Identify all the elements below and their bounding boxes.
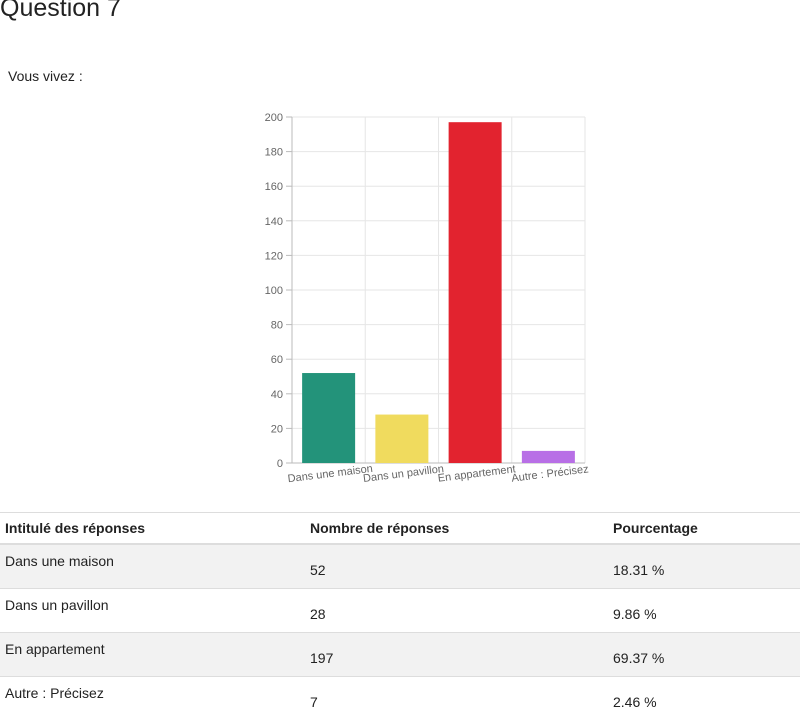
y-tick-label: 100 <box>265 285 283 297</box>
results-table: Intitulé des réponses Nombre de réponses… <box>0 512 800 720</box>
y-tick-label: 0 <box>277 458 283 470</box>
table-row: Dans un pavillon 28 9.86 % <box>0 587 800 632</box>
row-count: 28 <box>305 587 608 632</box>
y-tick-label: 60 <box>271 354 283 366</box>
row-percent: 18.31 % <box>608 543 800 588</box>
row-label: Dans un pavillon <box>0 587 305 632</box>
bar-chart: 0 20 40 60 80 100 120 140 160 180 200 Dans une mais… <box>265 112 590 485</box>
y-tick-label: 40 <box>271 389 283 401</box>
row-label: Dans une maison <box>0 543 305 588</box>
row-count: 7 <box>305 675 608 720</box>
question-prompt: Vous vivez : <box>8 68 83 84</box>
header-label: Intitulé des réponses <box>0 512 305 545</box>
y-tick-label: 160 <box>265 181 283 193</box>
header-percent: Pourcentage <box>608 512 800 545</box>
table-row: Dans une maison 52 18.31 % <box>0 543 800 588</box>
y-tick-label: 120 <box>265 250 283 262</box>
y-tick-label: 180 <box>265 147 283 159</box>
row-label: Autre : Précisez <box>0 675 305 720</box>
x-tick-label: Autre : Précisez <box>511 463 590 484</box>
row-percent: 2.46 % <box>608 675 800 720</box>
bar-en-appartement <box>448 122 502 463</box>
row-percent: 69.37 % <box>608 631 800 676</box>
table-row: Autre : Précisez 7 2.46 % <box>0 675 800 720</box>
row-percent: 9.86 % <box>608 587 800 632</box>
y-tick-label: 20 <box>271 423 283 435</box>
row-count: 197 <box>305 631 608 676</box>
x-tick-label: Dans une maison <box>287 463 373 485</box>
bar-autre-pr-cisez <box>521 450 575 463</box>
header-count: Nombre de réponses <box>305 512 608 545</box>
bar-dans-un-pavillon <box>375 414 429 463</box>
bar-dans-une-maison <box>302 373 356 463</box>
y-tick-label: 140 <box>265 216 283 228</box>
y-tick-label: 200 <box>265 112 283 124</box>
question-title: Question 7 <box>0 0 121 22</box>
x-tick-label: Dans un pavillon <box>362 463 444 485</box>
row-count: 52 <box>305 543 608 588</box>
table-row: En appartement 197 69.37 % <box>0 631 800 676</box>
table-header-row: Intitulé des réponses Nombre de réponses… <box>0 512 800 545</box>
y-tick-label: 80 <box>271 320 283 332</box>
x-tick-label: En appartement <box>437 463 516 484</box>
row-label: En appartement <box>0 631 305 676</box>
